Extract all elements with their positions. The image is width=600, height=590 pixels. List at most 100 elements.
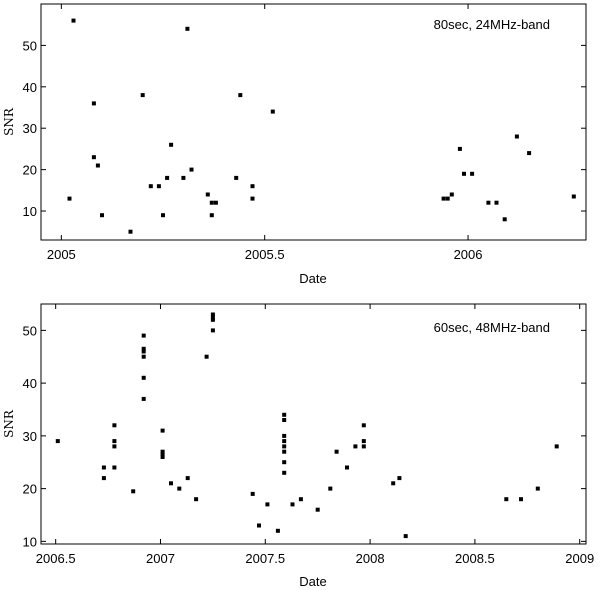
x-tick-label: 2005.5 (245, 247, 285, 262)
data-point (140, 93, 145, 98)
data-point (265, 502, 270, 507)
data-point (290, 502, 295, 507)
plot-frame (40, 3, 587, 241)
data-point (141, 396, 146, 401)
data-point (345, 465, 349, 470)
data-point (527, 151, 532, 156)
data-point (177, 486, 182, 491)
x-tick-label: 2007 (146, 551, 175, 566)
data-point (504, 497, 509, 502)
data-point (95, 163, 100, 168)
y-tick-label: 50 (23, 38, 37, 53)
data-point (234, 175, 239, 180)
x-tick-label: 2006 (454, 247, 483, 262)
data-point (250, 184, 255, 189)
y-tick-label: 20 (23, 482, 37, 497)
x-axis-label: Date (299, 574, 326, 589)
data-point (210, 315, 215, 320)
data-point (514, 134, 519, 139)
data-point (169, 481, 173, 486)
data-point (100, 213, 104, 218)
data-point (282, 433, 287, 438)
data-point (189, 167, 194, 172)
data-point (71, 18, 76, 23)
data-point (571, 194, 576, 199)
data-point (209, 213, 214, 218)
data-point (250, 196, 255, 201)
data-point (519, 497, 523, 502)
data-point (282, 460, 287, 465)
data-point (257, 523, 261, 528)
data-point (397, 476, 402, 481)
data-point (156, 184, 161, 189)
data-point (55, 439, 60, 444)
data-point (160, 452, 165, 457)
data-point (298, 497, 303, 502)
data-point (141, 349, 146, 354)
data-point (209, 200, 214, 205)
x-tick-label: 2009 (565, 551, 594, 566)
data-point (169, 142, 174, 147)
data-point (361, 444, 366, 449)
data-point (502, 217, 507, 222)
data-point (165, 175, 170, 180)
data-point (328, 486, 333, 491)
plot-frame (40, 303, 587, 545)
data-point (282, 470, 287, 475)
data-point (210, 317, 215, 322)
x-tick-label: 2006.5 (36, 551, 76, 566)
y-tick-label: 10 (23, 204, 37, 219)
data-point (161, 213, 165, 218)
data-point (275, 528, 280, 533)
data-point (441, 196, 446, 201)
y-tick-label: 40 (23, 376, 37, 391)
x-tick-label: 2008.5 (455, 551, 495, 566)
data-point (91, 155, 96, 160)
data-point (470, 171, 475, 176)
panel-80sec-24mhz: 2005 2005.5 2006 10 20 30 40 50 80sec, 24MHz-b… (2, 3, 587, 286)
data-point (282, 449, 287, 454)
data-point (112, 444, 117, 449)
panel-annotation: 60sec, 48MHz-band (434, 320, 550, 335)
data-point (535, 486, 540, 491)
y-tick-label: 30 (23, 429, 37, 444)
y-tick-label: 30 (23, 121, 37, 136)
data-point (160, 455, 165, 459)
data-point (141, 375, 146, 380)
data-point (141, 346, 146, 351)
data-point (112, 439, 117, 444)
data-point (210, 312, 215, 317)
data-point (181, 175, 186, 180)
y-axis-label: SNR (2, 107, 16, 136)
y-axis-label: SNR (2, 409, 16, 438)
data-point (554, 444, 559, 449)
x-tick-label: 2007.5 (245, 551, 285, 566)
y-tick-label: 50 (23, 323, 37, 338)
data-point (160, 449, 165, 454)
data-point (185, 26, 190, 31)
data-point (160, 428, 165, 433)
x-tick-label: 2005 (47, 247, 76, 262)
data-point (112, 465, 117, 470)
panel-60sec-48mhz: 2006.5 2007 2007.5 2008 2008.5 2009 10 20 30 40 5… (2, 303, 594, 589)
data-point (457, 146, 462, 151)
y-tick-label: 10 (23, 534, 37, 549)
data-point (141, 354, 146, 359)
data-point (270, 109, 275, 114)
data-point (141, 333, 146, 338)
data-point (210, 328, 215, 333)
data-point (67, 196, 72, 201)
data-point (282, 444, 287, 449)
data-point (148, 184, 153, 189)
data-point (101, 476, 106, 481)
x-axis-label: Date (299, 271, 326, 286)
data-point (128, 229, 133, 234)
data-point (101, 465, 106, 470)
y-tick-label: 20 (23, 163, 37, 178)
data-point (361, 423, 366, 428)
data-point (462, 171, 466, 176)
y-tick-label: 40 (23, 80, 37, 95)
data-point (91, 101, 96, 106)
data-point (361, 439, 366, 444)
data-point (494, 200, 499, 205)
